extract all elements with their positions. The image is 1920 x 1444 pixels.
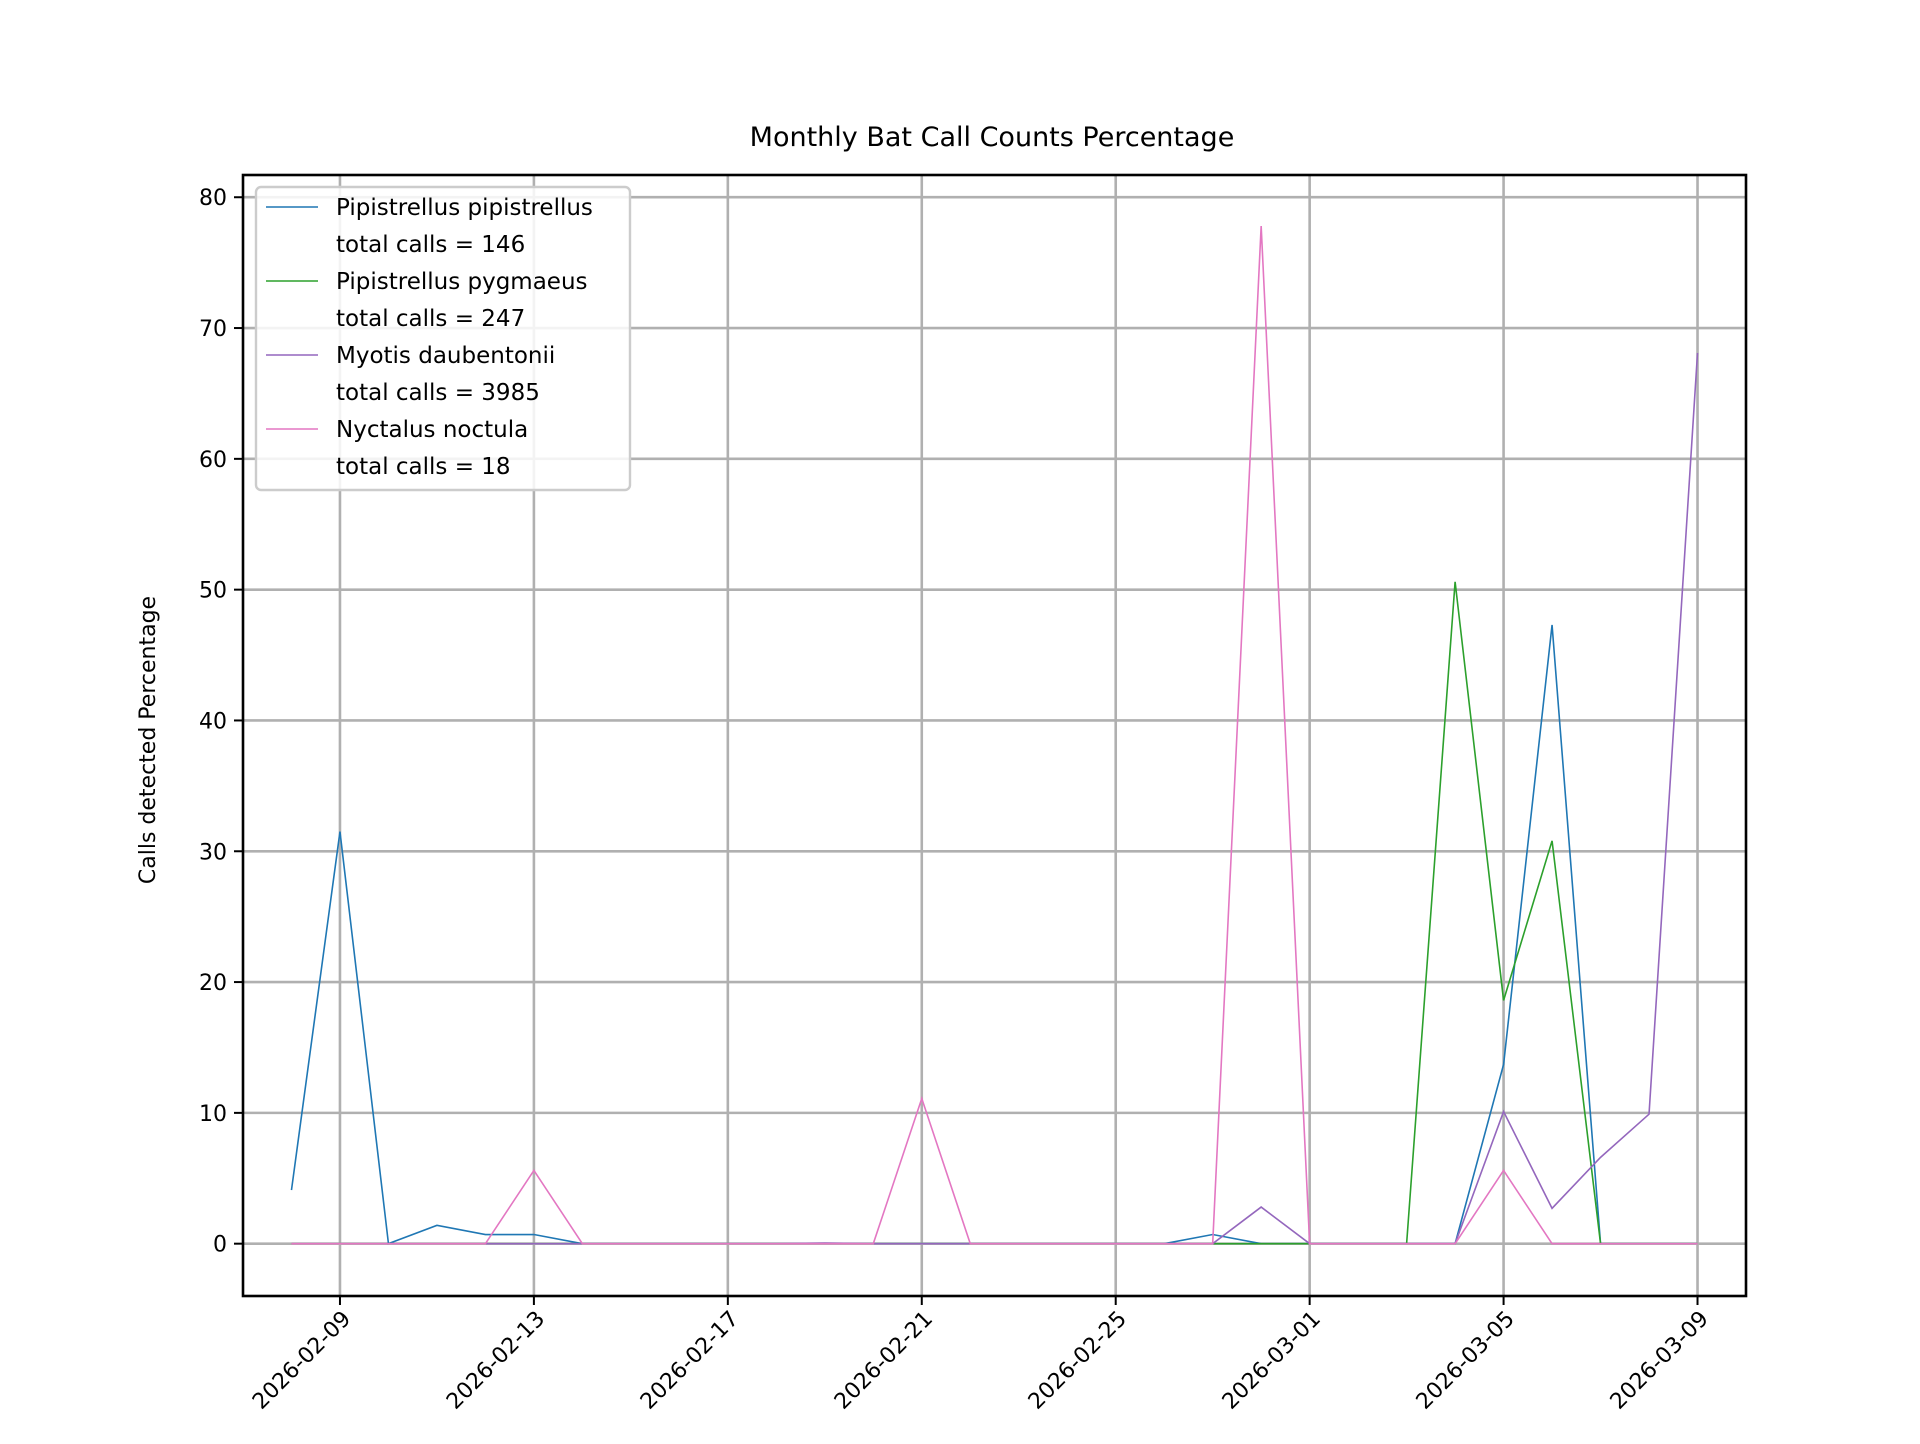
y-tick-label: 10 <box>199 1102 227 1127</box>
y-tick-label: 30 <box>199 840 227 865</box>
y-tick-label: 60 <box>199 448 227 473</box>
y-tick-label: 20 <box>199 971 227 996</box>
y-tick-label: 80 <box>199 186 227 211</box>
y-tick-label: 0 <box>213 1233 227 1258</box>
legend-entry-name: Nyctalus noctula <box>336 417 528 443</box>
legend-entry-total: total calls = 18 <box>336 454 511 480</box>
y-tick-label: 50 <box>199 579 227 604</box>
legend: Pipistrellus pipistrellus total calls = 1… <box>254 185 632 492</box>
plot-frame <box>241 173 1748 1298</box>
legend-entry-total: total calls = 146 <box>336 232 525 258</box>
legend-entry-total: total calls = 247 <box>336 306 525 332</box>
y-tick-label: 40 <box>199 709 227 734</box>
legend-box <box>254 185 632 492</box>
legend-entry-name: Pipistrellus pipistrellus <box>336 195 593 221</box>
chart-title: Monthly Bat Call Counts Percentage <box>750 122 1235 153</box>
legend-entry-name: Pipistrellus pygmaeus <box>336 269 588 295</box>
y-axis-label: Calls detected Percentage <box>136 596 161 884</box>
y-tick-label: 70 <box>199 317 227 342</box>
series-line-3 <box>291 225 1698 1245</box>
legend-entry-total: total calls = 3985 <box>336 380 540 406</box>
legend-entry-name: Myotis daubentonii <box>336 343 555 369</box>
